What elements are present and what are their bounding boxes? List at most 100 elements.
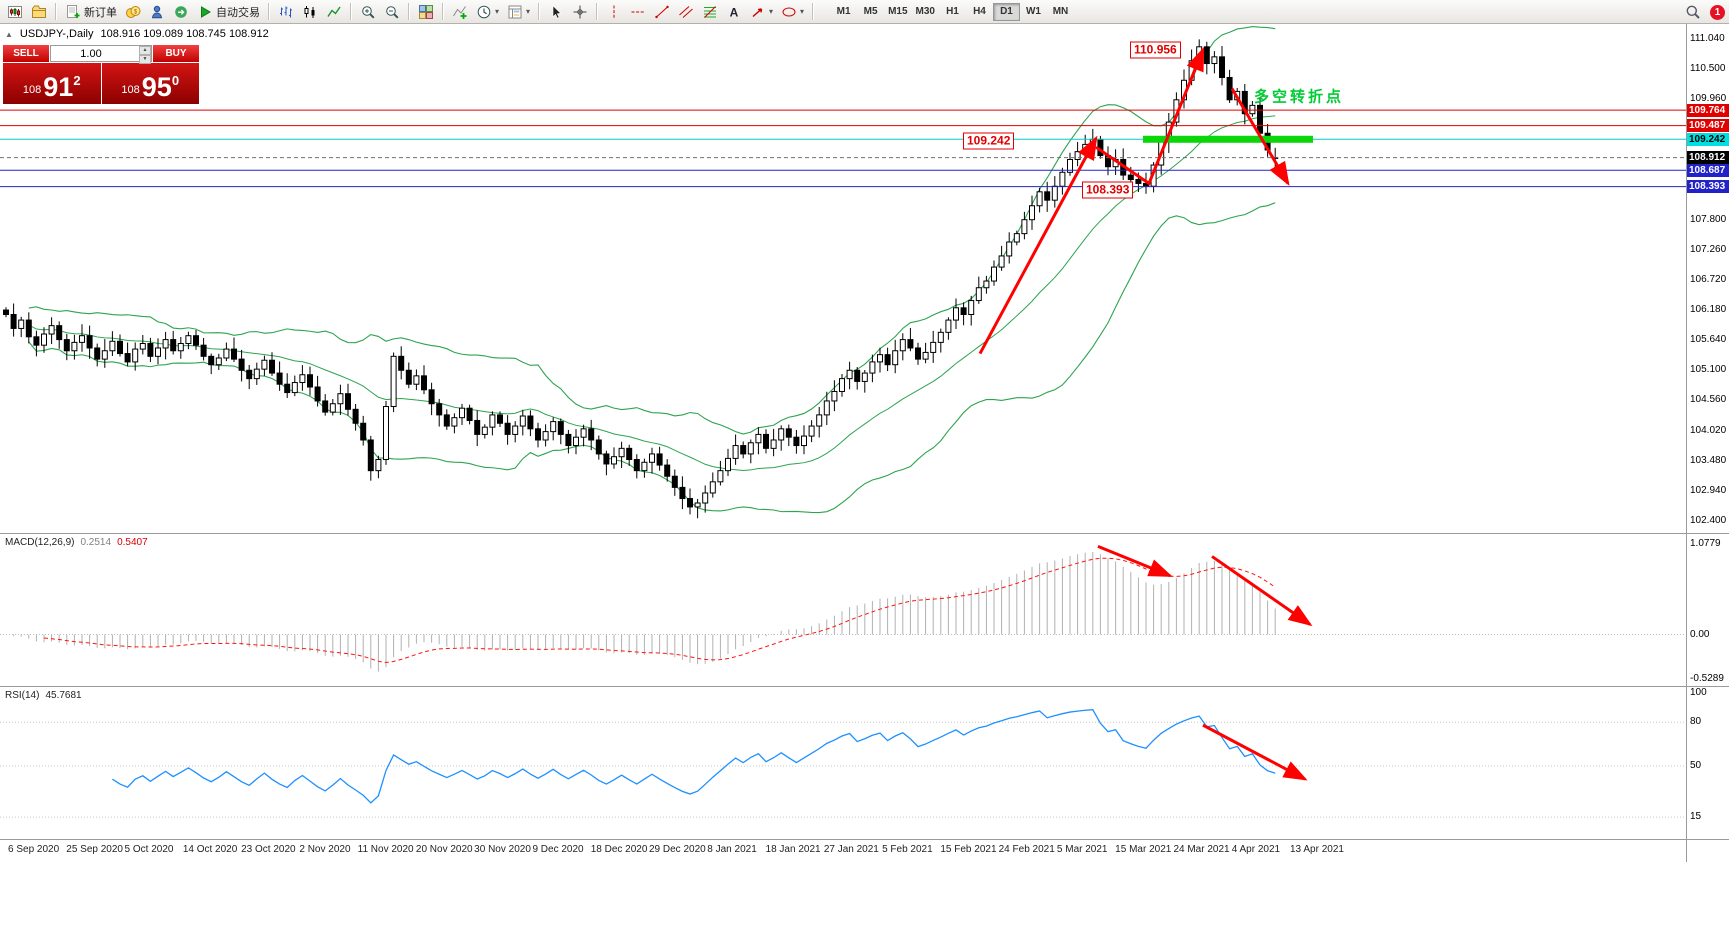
arrows-tool-button[interactable]: ▾ xyxy=(746,2,777,22)
price-annotation[interactable]: 109.242 xyxy=(963,132,1015,150)
line-chart-icon xyxy=(326,4,342,20)
candlestick-chart-button[interactable] xyxy=(298,2,322,22)
toolbar-separator xyxy=(408,3,410,20)
periods-button[interactable]: ▾ xyxy=(472,2,503,22)
date-label: 25 Sep 2020 xyxy=(66,844,123,855)
timeframe-group: M1 M5 M15 M30 H1 H4 D1 W1 MN xyxy=(830,2,1074,21)
toolbar: 新订单 $ 自动交易 ▾ ▾ A ▾ ▾ M1 M5 M15 M30 H1 H4 D1 W1 MN 1 xyxy=(0,0,1729,24)
macd-trend-arrow[interactable] xyxy=(1097,544,1173,578)
tile-windows-button[interactable] xyxy=(414,2,438,22)
trend-arrow[interactable] xyxy=(1095,46,1205,186)
deposit-button[interactable]: $ xyxy=(121,2,145,22)
pane-separator[interactable] xyxy=(0,533,1729,534)
toolbar-buttons: 新订单 $ 自动交易 ▾ ▾ A ▾ ▾ M1 M5 M15 M30 H1 H4 D1 W1 MN xyxy=(3,0,1074,23)
equidistant-channel-button[interactable] xyxy=(674,2,698,22)
date-label: 9 Dec 2020 xyxy=(532,844,584,855)
horizontal-line-button[interactable] xyxy=(626,2,650,22)
date-label: 13 Apr 2021 xyxy=(1290,844,1344,855)
rsi-value: 45.7681 xyxy=(45,690,82,701)
new-chart-button[interactable] xyxy=(3,2,27,22)
rsi-header: RSI(14) 45.7681 xyxy=(5,690,82,701)
rsi-trend-arrow[interactable] xyxy=(1202,723,1308,781)
chart-note-text[interactable]: 多空转折点 xyxy=(1254,88,1345,106)
sell-price-main: 91 xyxy=(43,72,74,102)
cursor-button[interactable] xyxy=(544,2,568,22)
bollinger-bands xyxy=(28,25,1276,514)
pane-separator[interactable] xyxy=(0,686,1729,687)
templates-icon xyxy=(507,4,523,20)
macd-axis-label: 1.0779 xyxy=(1690,538,1721,549)
price-annotation[interactable]: 110.956 xyxy=(1130,41,1181,59)
buy-price-main: 95 xyxy=(141,72,172,102)
zoom-in-button[interactable] xyxy=(356,2,380,22)
price-axis-label: 109.960 xyxy=(1690,93,1727,105)
price-axis-label: 111.040 xyxy=(1690,33,1725,44)
timeframe-h1[interactable]: H1 xyxy=(939,3,966,21)
vertical-line-button[interactable] xyxy=(602,2,626,22)
buy-price-button[interactable]: 108 95 0 xyxy=(101,63,199,104)
date-label: 2 Nov 2020 xyxy=(299,844,351,855)
bar-chart-button[interactable] xyxy=(274,2,298,22)
date-label: 23 Oct 2020 xyxy=(241,844,296,855)
price-chart xyxy=(0,25,1686,519)
crosshair-button[interactable] xyxy=(568,2,592,22)
price-axis-line xyxy=(1686,24,1687,862)
price-tag: 108.687 xyxy=(1686,163,1729,177)
timeframe-mn[interactable]: MN xyxy=(1047,3,1074,21)
one-click-top-row: SELL ▲ ▼ BUY xyxy=(3,45,199,64)
svg-text:A: A xyxy=(730,5,739,19)
auto-trading-icon xyxy=(197,4,213,20)
buy-price-prefix: 108 xyxy=(121,84,140,96)
buy-button[interactable]: BUY xyxy=(153,45,199,62)
trend-arrow[interactable] xyxy=(1230,87,1290,187)
shapes-tool-button[interactable]: ▾ xyxy=(777,2,808,22)
timeframe-m5[interactable]: M5 xyxy=(857,3,884,21)
timeframe-m15[interactable]: M15 xyxy=(884,3,911,21)
price-axis-label: 106.720 xyxy=(1690,273,1727,285)
shapes-tool-icon xyxy=(781,4,797,20)
timeframe-m1[interactable]: M1 xyxy=(830,3,857,21)
accounts-button[interactable] xyxy=(145,2,169,22)
indicators-button[interactable] xyxy=(448,2,472,22)
macd-trend-arrow[interactable] xyxy=(1211,555,1313,627)
one-click-toggle[interactable]: ▲ xyxy=(5,29,13,39)
templates-button[interactable]: ▾ xyxy=(503,2,534,22)
trend-arrow[interactable] xyxy=(978,135,1098,355)
rsi-line xyxy=(112,709,1276,804)
auto-trading-button[interactable]: 自动交易 xyxy=(193,2,264,22)
timeframe-h4[interactable]: H4 xyxy=(966,3,993,21)
bollinger-upper xyxy=(28,25,1276,435)
price-annotation[interactable]: 108.393 xyxy=(1082,181,1134,199)
trend-arrows xyxy=(978,46,1290,355)
timeframe-w1[interactable]: W1 xyxy=(1020,3,1047,21)
text-tool-button[interactable]: A xyxy=(722,2,746,22)
timeframe-m30[interactable]: M30 xyxy=(912,3,939,21)
date-label: 18 Jan 2021 xyxy=(765,844,821,855)
timeframe-d1[interactable]: D1 xyxy=(992,2,1020,21)
fibonacci-button[interactable] xyxy=(698,2,722,22)
service-button[interactable] xyxy=(169,2,193,22)
zoom-out-button[interactable] xyxy=(380,2,404,22)
notification-badge[interactable]: 1 xyxy=(1710,4,1725,20)
price-axis-label: 102.940 xyxy=(1690,484,1727,496)
sell-button[interactable]: SELL xyxy=(3,45,49,62)
cursor-icon xyxy=(548,4,564,20)
pane-separator[interactable] xyxy=(0,839,1729,840)
toolbar-separator xyxy=(350,3,352,20)
support-highlight-line[interactable] xyxy=(1143,135,1313,143)
line-chart-button[interactable] xyxy=(322,2,346,22)
new-chart-icon xyxy=(7,4,23,20)
profiles-button[interactable] xyxy=(27,2,51,22)
new-order-button[interactable]: 新订单 xyxy=(61,2,121,22)
volume-down-button[interactable]: ▼ xyxy=(139,55,151,64)
level-lines xyxy=(0,109,1686,188)
sell-price-button[interactable]: 108 91 2 xyxy=(3,63,101,104)
volume-up-button[interactable]: ▲ xyxy=(139,46,151,55)
trendline-button[interactable] xyxy=(650,2,674,22)
volume-input[interactable] xyxy=(51,47,131,60)
vertical-line-icon xyxy=(606,4,622,20)
date-label: 6 Sep 2020 xyxy=(8,844,60,855)
time-axis[interactable]: 6 Sep 2020 25 Sep 2020 5 Oct 2020 14 Oct 20… xyxy=(0,840,1729,862)
search-button[interactable] xyxy=(1681,2,1705,22)
